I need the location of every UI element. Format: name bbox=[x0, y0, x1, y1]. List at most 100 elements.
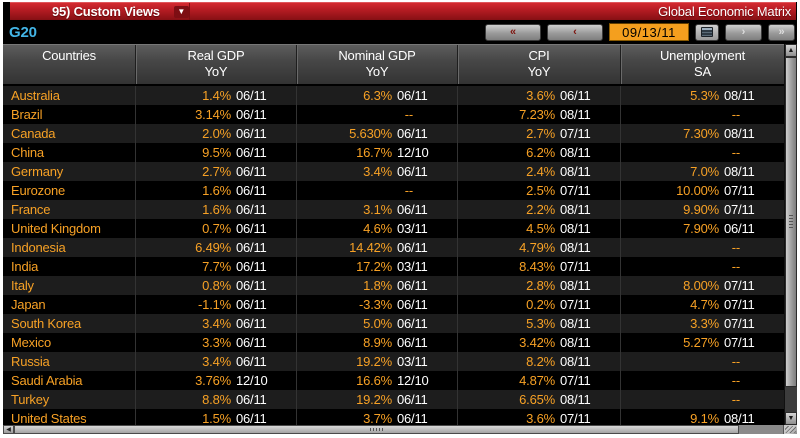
as-of-date: 07/11 bbox=[724, 278, 755, 293]
horizontal-scrollbar[interactable]: ◀ bbox=[3, 425, 797, 434]
unemployment-cell: 5.27% 07/11 bbox=[620, 333, 784, 352]
column-header-real-gdp: Real GDP YoY bbox=[135, 45, 296, 84]
vertical-scrollbar[interactable]: ▲ ▼ bbox=[784, 44, 797, 425]
next-fast-button[interactable]: » bbox=[768, 23, 795, 41]
as-of-date: 06/11 bbox=[236, 221, 267, 236]
column-label: Unemployment bbox=[659, 48, 746, 63]
nominal-gdp-cell: 5.0% 06/11 bbox=[296, 314, 457, 333]
country-cell: Japan bbox=[11, 297, 46, 312]
country-cell: Eurozone bbox=[11, 183, 66, 198]
vertical-scroll-thumb[interactable] bbox=[785, 57, 797, 387]
table-row[interactable]: Germany 2.7% 06/11 3.4% 06/11 2.4% 08/11 7.0% 08… bbox=[3, 162, 784, 181]
value: 4.6% bbox=[363, 221, 392, 236]
table-row[interactable]: Russia 3.4% 06/11 19.2% 03/11 8.2% 08/11 -- bbox=[3, 352, 784, 371]
cpi-cell: 4.5% 08/11 bbox=[457, 219, 620, 238]
as-of-date: 08/11 bbox=[560, 335, 591, 350]
value: 3.6% bbox=[526, 411, 555, 425]
table-row[interactable]: France 1.6% 06/11 3.1% 06/11 2.2% 08/11 9.90% 07… bbox=[3, 200, 784, 219]
unemployment-cell: -- bbox=[620, 143, 784, 162]
calendar-button[interactable] bbox=[695, 23, 719, 41]
value: 7.90% bbox=[683, 221, 719, 236]
country-cell: United States bbox=[11, 411, 87, 425]
as-of-date: 07/11 bbox=[724, 316, 755, 331]
prev-fast-button[interactable]: « bbox=[485, 23, 541, 41]
table-row[interactable]: India 7.7% 06/11 17.2% 03/11 8.43% 07/11 -- bbox=[3, 257, 784, 276]
as-of-date: 06/11 bbox=[236, 411, 267, 425]
as-of-date: 03/11 bbox=[397, 221, 428, 236]
value: 4.87% bbox=[519, 373, 555, 388]
country-cell: South Korea bbox=[11, 316, 82, 331]
country-cell: France bbox=[11, 202, 51, 217]
scroll-left-icon[interactable]: ◀ bbox=[3, 425, 14, 434]
table-row[interactable]: United Kingdom 0.7% 06/11 4.6% 03/11 4.5% 08/1… bbox=[3, 219, 784, 238]
prev-button[interactable]: ‹ bbox=[547, 23, 603, 41]
date-input[interactable]: 09/13/11 bbox=[609, 23, 689, 41]
table-row[interactable]: Japan -1.1% 06/11 -3.3% 06/11 0.2% 07/11 4.7% 07… bbox=[3, 295, 784, 314]
cpi-cell: 3.42% 08/11 bbox=[457, 333, 620, 352]
as-of-date: 08/11 bbox=[560, 240, 591, 255]
column-sublabel: YoY bbox=[527, 64, 551, 79]
as-of-date: 06/11 bbox=[236, 145, 267, 160]
country-cell: Turkey bbox=[11, 392, 50, 407]
horizontal-scroll-thumb[interactable] bbox=[14, 425, 739, 434]
value: 5.3% bbox=[690, 88, 719, 103]
value: 7.30% bbox=[683, 126, 719, 141]
table-row[interactable]: China 9.5% 06/11 16.7% 12/10 6.2% 08/11 -- bbox=[3, 143, 784, 162]
value: 3.14% bbox=[195, 107, 231, 122]
unemployment-cell: -- bbox=[620, 371, 784, 390]
table-row[interactable]: Turkey 8.8% 06/11 19.2% 06/11 6.65% 08/11 -- bbox=[3, 390, 784, 409]
value: 7.23% bbox=[519, 107, 555, 122]
column-label: CPI bbox=[528, 48, 550, 63]
nominal-gdp-cell: 1.8% 06/11 bbox=[296, 276, 457, 295]
real-gdp-cell: 7.7% 06/11 bbox=[135, 257, 296, 276]
value: 3.4% bbox=[202, 354, 231, 369]
table-row[interactable]: United States 1.5% 06/11 3.7% 06/11 3.6% 07/11… bbox=[3, 409, 784, 425]
table-row[interactable]: Indonesia 6.49% 06/11 14.42% 06/11 4.79% 08/11… bbox=[3, 238, 784, 257]
table-row[interactable]: Italy 0.8% 06/11 1.8% 06/11 2.8% 08/11 8.00% 07/… bbox=[3, 276, 784, 295]
table-row[interactable]: Australia 1.4% 06/11 6.3% 06/11 3.6% 06/11 5.3%… bbox=[3, 86, 784, 105]
resize-grip[interactable] bbox=[783, 425, 797, 434]
value: -- bbox=[404, 107, 413, 122]
cpi-cell: 5.3% 08/11 bbox=[457, 314, 620, 333]
value: 9.1% bbox=[690, 411, 719, 425]
nominal-gdp-cell: 3.1% 06/11 bbox=[296, 200, 457, 219]
value: 2.2% bbox=[526, 202, 555, 217]
cpi-cell: 6.65% 08/11 bbox=[457, 390, 620, 409]
table-row[interactable]: Mexico 3.3% 06/11 8.9% 06/11 3.42% 08/11 5.27% 0… bbox=[3, 333, 784, 352]
real-gdp-cell: 3.14% 06/11 bbox=[135, 105, 296, 124]
column-label: Nominal GDP bbox=[338, 48, 416, 63]
nominal-gdp-cell: 14.42% 06/11 bbox=[296, 238, 457, 257]
scroll-up-icon[interactable]: ▲ bbox=[785, 44, 797, 57]
value: 10.00% bbox=[676, 183, 719, 198]
as-of-date: 08/11 bbox=[560, 278, 591, 293]
cpi-cell: 2.2% 08/11 bbox=[457, 200, 620, 219]
table-row[interactable]: Saudi Arabia 3.76% 12/10 16.6% 12/10 4.87% 07/… bbox=[3, 371, 784, 390]
terminal-screen: 95) Custom Views ▼ Global Economic Matri… bbox=[3, 2, 797, 434]
table-row[interactable]: Canada 2.0% 06/11 5.630% 06/11 2.7% 07/11 7.30%… bbox=[3, 124, 784, 143]
value: 5.27% bbox=[683, 335, 719, 350]
as-of-date: 12/10 bbox=[236, 373, 268, 388]
nominal-gdp-cell: 19.2% 06/11 bbox=[296, 390, 457, 409]
table-row[interactable]: South Korea 3.4% 06/11 5.0% 06/11 5.3% 08/11 3.… bbox=[3, 314, 784, 333]
table-header: Countries Real GDP YoY Nominal GDP YoY C… bbox=[3, 44, 784, 86]
next-button[interactable]: › bbox=[725, 23, 762, 41]
value: 5.3% bbox=[526, 316, 555, 331]
nominal-gdp-cell: 19.2% 03/11 bbox=[296, 352, 457, 371]
custom-views-menu-button[interactable]: 95) Custom Views ▼ bbox=[10, 3, 190, 20]
as-of-date: 06/11 bbox=[236, 107, 267, 122]
as-of-date: 08/11 bbox=[560, 392, 591, 407]
column-header-cpi: CPI YoY bbox=[457, 45, 620, 84]
country-cell: Germany bbox=[11, 164, 64, 179]
scroll-down-icon[interactable]: ▼ bbox=[785, 412, 797, 425]
value: 2.0% bbox=[202, 126, 231, 141]
as-of-date: 06/11 bbox=[397, 335, 428, 350]
horizontal-scroll-track[interactable] bbox=[739, 425, 783, 434]
chevron-down-icon[interactable]: ▼ bbox=[173, 5, 189, 18]
value: 17.2% bbox=[356, 259, 392, 274]
vertical-scroll-track[interactable] bbox=[785, 387, 797, 412]
real-gdp-cell: 1.6% 06/11 bbox=[135, 181, 296, 200]
title-bar: 95) Custom Views ▼ Global Economic Matri… bbox=[10, 2, 796, 20]
table-row[interactable]: Brazil 3.14% 06/11 -- 7.23% 08/11 -- bbox=[3, 105, 784, 124]
table-row[interactable]: Eurozone 1.6% 06/11 -- 2.5% 07/11 10.00% 07/11 bbox=[3, 181, 784, 200]
as-of-date: 06/11 bbox=[236, 392, 267, 407]
